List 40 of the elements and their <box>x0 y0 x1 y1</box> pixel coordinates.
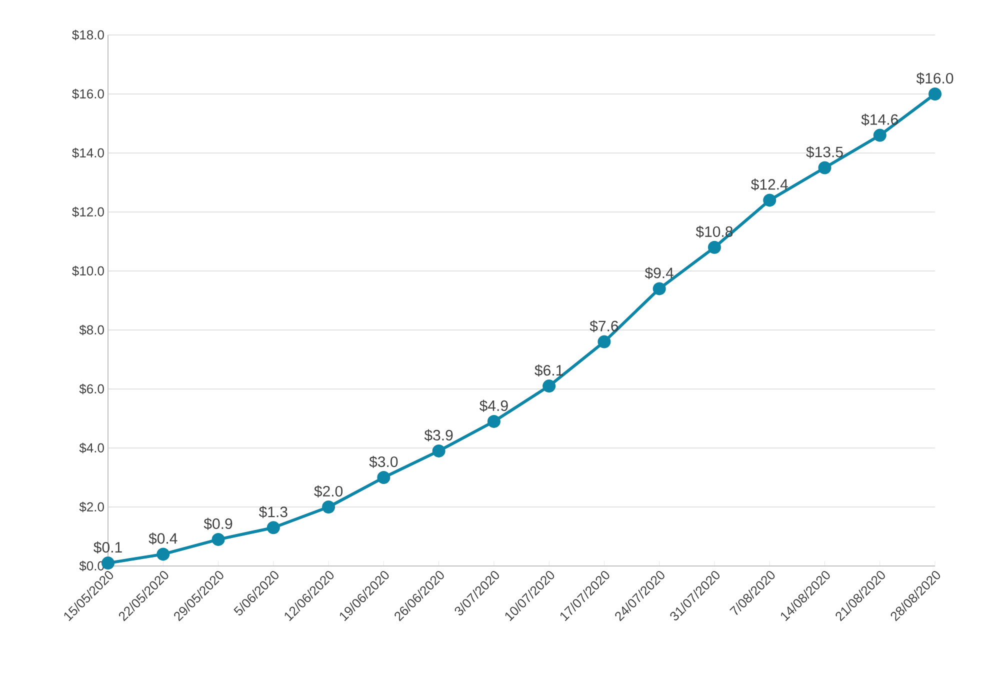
y-tick-label: $8.0 <box>79 324 104 336</box>
data-label: $7.6 <box>590 320 618 332</box>
data-label: $13.5 <box>806 146 843 158</box>
point <box>928 87 942 100</box>
point <box>266 521 280 534</box>
data-label: $12.4 <box>750 178 788 191</box>
data-label: $3.9 <box>424 429 453 442</box>
data-label: $1.3 <box>258 506 288 518</box>
point <box>818 161 832 174</box>
data-label: $6.1 <box>534 364 563 377</box>
y-tick-label: $14.0 <box>72 148 104 158</box>
y-tick-label: $18.0 <box>72 30 104 40</box>
point <box>708 240 721 254</box>
y-tick-label: $6.0 <box>79 384 104 394</box>
point <box>873 128 886 142</box>
point <box>542 380 556 393</box>
y-tick-label: $10.0 <box>72 266 104 276</box>
data-label: $10.8 <box>696 226 733 238</box>
data-label: $0.4 <box>148 532 178 545</box>
point <box>212 532 225 546</box>
point <box>432 444 446 458</box>
data-label: $3.0 <box>369 456 398 468</box>
point <box>487 414 500 428</box>
point <box>322 500 336 514</box>
y-tick-label: $12.0 <box>72 206 104 218</box>
data-label: $0.9 <box>204 518 232 530</box>
data-label: $2.0 <box>314 485 343 498</box>
data-label: $0.1 <box>94 541 122 554</box>
point <box>377 471 390 484</box>
y-tick-label: $16.0 <box>72 88 104 100</box>
point <box>598 335 611 348</box>
data-label: $14.6 <box>861 114 898 126</box>
y-tick-label: $4.0 <box>79 442 104 454</box>
data-label: $16.0 <box>916 72 954 84</box>
data-label: $9.4 <box>644 267 674 280</box>
data-label: $4.9 <box>480 400 508 412</box>
point <box>763 194 776 207</box>
point <box>652 282 666 296</box>
y-tick-label: $2.0 <box>79 502 104 512</box>
point <box>156 548 170 561</box>
